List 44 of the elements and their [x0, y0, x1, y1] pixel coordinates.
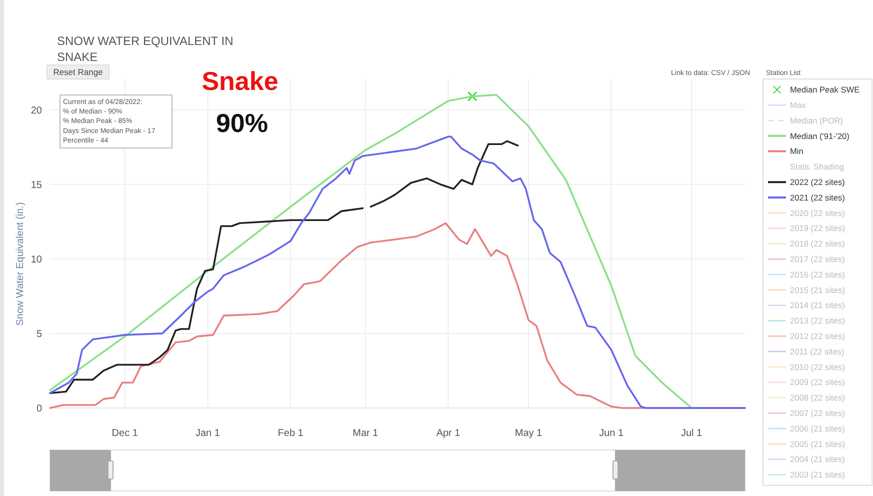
x-tick-label: Jun 1: [599, 428, 624, 439]
legend-label: 2021 (22 sites): [790, 192, 846, 202]
legend-label: Median Peak SWE: [790, 84, 860, 95]
legend-label: 2013 (22 sites): [790, 316, 846, 326]
x-tick-label: Apr 1: [436, 428, 461, 439]
y-tick-label: 0: [36, 404, 42, 414]
legend-label: 2022 (22 sites): [790, 177, 846, 188]
legend-label: Median ('91-'20): [790, 130, 850, 141]
x-tick-label: Jan 1: [195, 428, 220, 439]
y-tick-label: 10: [30, 254, 42, 266]
annotation: Snake: [202, 66, 278, 96]
x-tick-label: Dec 1: [112, 428, 138, 439]
legend-label: 2003 (21 sites): [790, 470, 846, 480]
legend-label: 2006 (21 sites): [790, 423, 846, 434]
legend-label: 2016 (22 sites): [790, 269, 846, 280]
x-tick-label: Mar 1: [352, 428, 379, 439]
x-tick-label: May 1: [514, 428, 543, 439]
x-tick-label: Jul 1: [680, 428, 703, 439]
text: Reset Range: [53, 67, 104, 77]
legend-label: 2020 (22 sites): [790, 208, 846, 218]
legend-label: 2005 (21 sites): [790, 438, 846, 449]
legend-label: 2004 (21 sites): [790, 454, 846, 464]
legend-label: 2010 (22 sites): [790, 362, 846, 372]
legend-label: Min: [790, 146, 804, 156]
y-tick-label: 5: [36, 328, 42, 340]
legend-label: 2009 (22 sites): [790, 377, 846, 388]
legend-label: 2017 (22 sites): [790, 254, 846, 264]
legend-label: 2007 (22 sites): [790, 408, 846, 418]
legend-label: Median (POR): [790, 115, 844, 126]
text: Stats. Shading: [790, 162, 844, 172]
legend-label: 2019 (22 sites): [790, 223, 846, 234]
legend-label: 2012 (22 sites): [790, 331, 846, 342]
legend-label: 2018 (22 sites): [790, 238, 846, 249]
annotation: 90%: [216, 108, 268, 138]
x-tick-label: Feb 1: [278, 428, 304, 439]
y-tick-label: 20: [30, 105, 42, 116]
y-tick-label: 15: [30, 180, 42, 191]
legend-label: 2015 (21 sites): [790, 284, 846, 295]
legend-label: 2011 (22 sites): [790, 346, 845, 356]
legend-label: Max: [790, 100, 807, 110]
legend-label: 2014 (21 sites): [790, 300, 846, 310]
chart-title: SNOW WATER EQUIVALENT IN SNAKE: [57, 34, 234, 64]
y-axis-title: Snow Water Equivalent (in.): [15, 202, 26, 326]
legend-label: 2008 (22 sites): [790, 392, 846, 403]
